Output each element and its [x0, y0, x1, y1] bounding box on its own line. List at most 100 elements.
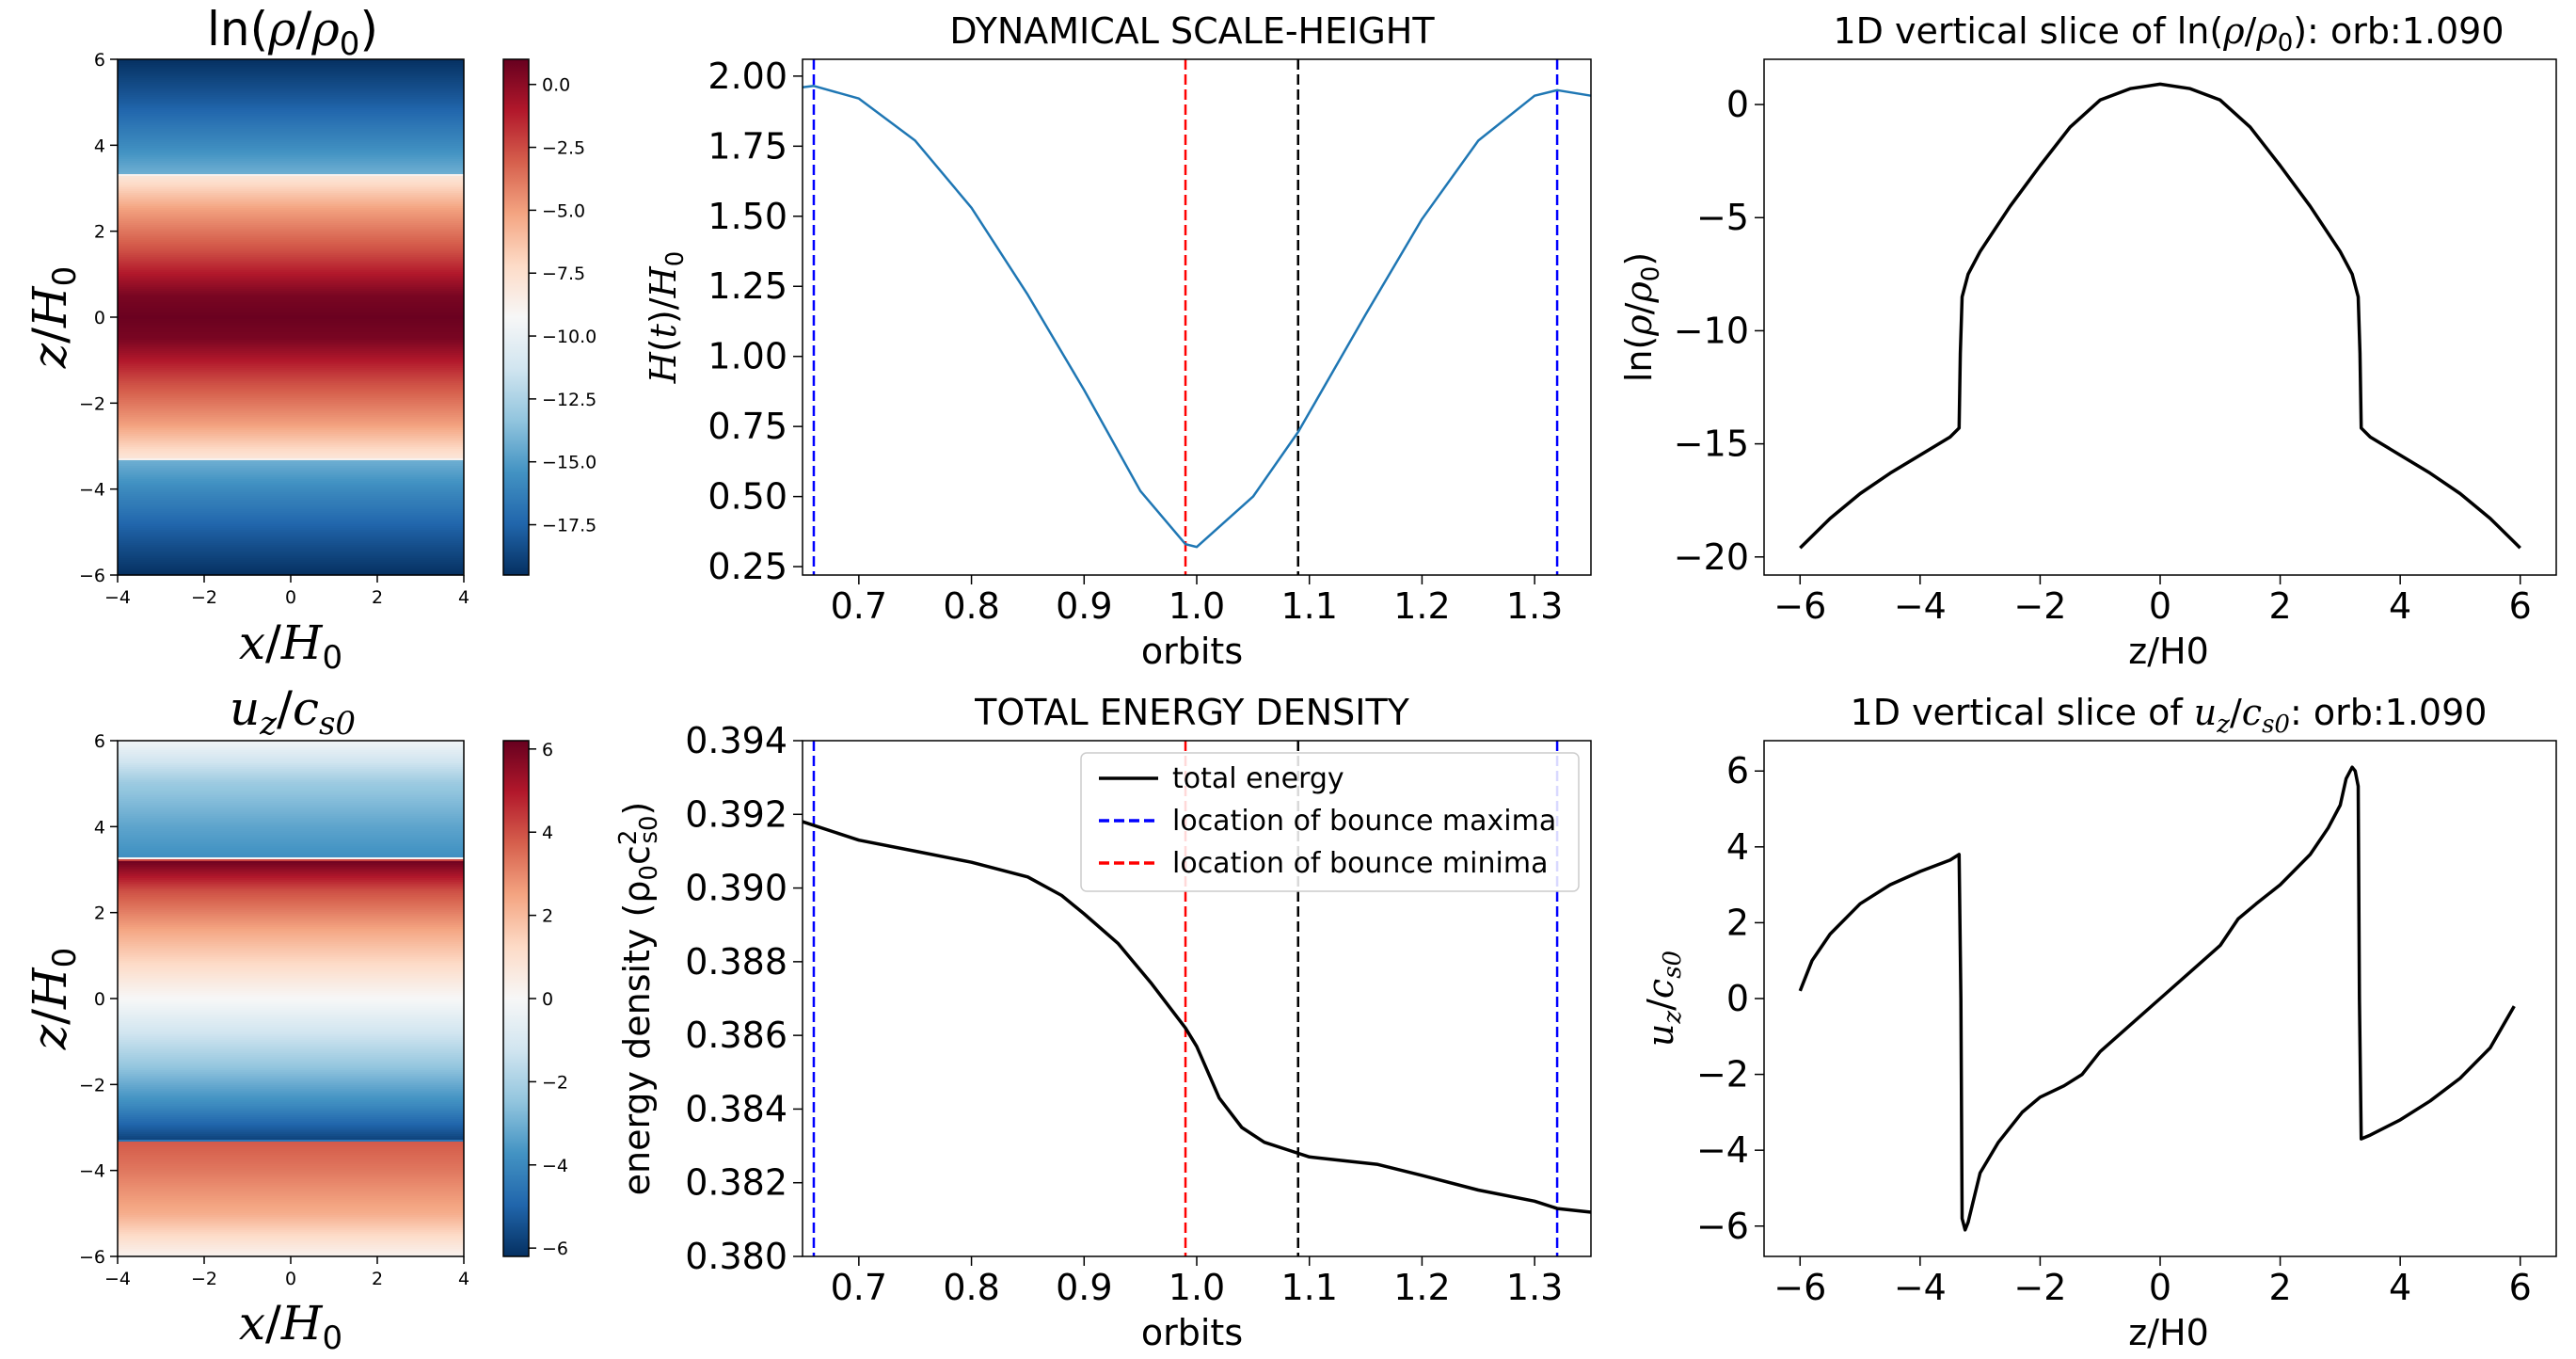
x-tick-label: −4 [1894, 1267, 1947, 1308]
heatmap-cell [118, 398, 464, 401]
heatmap-cell [118, 1251, 464, 1254]
heatmap-cell [118, 564, 464, 567]
heatmap-cell [118, 287, 464, 290]
heatmap-cell [118, 214, 464, 216]
heatmap-cell [118, 295, 464, 297]
heatmap-cell [118, 184, 464, 186]
series-line [1799, 82, 2521, 550]
heatmap-cell [118, 1192, 464, 1195]
heatmap-cell [118, 1074, 464, 1077]
heatmap-cell [118, 381, 464, 384]
heatmap-cell [118, 268, 464, 271]
heatmap-cell [118, 541, 464, 544]
heatmap-cell [118, 187, 464, 190]
heatmap-cell [118, 989, 464, 992]
heatmap-cell [118, 1121, 464, 1124]
heatmap-cell [118, 1168, 464, 1171]
heatmap-cell [118, 167, 464, 169]
heatmap-cell [118, 983, 464, 986]
heatmap-cell [118, 893, 464, 896]
heatmap-cell [118, 430, 464, 433]
colorbar-tick-label: −5.0 [542, 200, 585, 221]
density-slice-xlabel: z/H0 [2128, 631, 2209, 672]
heatmap-cell [118, 453, 464, 456]
heatmap-cell [118, 304, 464, 307]
heatmap-cell [118, 1249, 464, 1252]
heatmap-cell [118, 163, 464, 166]
heatmap-cell [118, 281, 464, 284]
heatmap-cell [118, 797, 464, 800]
heatmap-cell [118, 1138, 464, 1141]
heatmap-cell [118, 972, 464, 975]
heatmap-cell [118, 897, 464, 900]
heatmap-cell [118, 1096, 464, 1099]
heatmap-cell [118, 963, 464, 966]
heatmap-cell [118, 216, 464, 218]
heatmap-cell [118, 517, 464, 520]
y-tick-label: −10 [1674, 310, 1749, 351]
heatmap-cell [118, 116, 464, 119]
heatmap-cell [118, 447, 464, 450]
scale-height-ylabel: H(t)/H0 [643, 251, 690, 385]
x-tick-label: −4 [1894, 585, 1947, 627]
heatmap-cell [118, 423, 464, 425]
heatmap-cell [118, 1093, 464, 1095]
heatmap-cell [118, 185, 464, 188]
heatmap-cell [118, 748, 464, 751]
heatmap-cell [118, 793, 464, 796]
heatmap-cell [118, 743, 464, 745]
heatmap-cell [118, 1175, 464, 1178]
heatmap-cell [118, 568, 464, 570]
heatmap-cell [118, 520, 464, 523]
heatmap-cell [118, 505, 464, 508]
heatmap-cell [118, 415, 464, 418]
heatmap-cell [118, 1012, 464, 1015]
heatmap-cell [118, 195, 464, 198]
velocity-map-colorbar-ticks: 6 4 2 0 −2 −4 −6 [529, 740, 568, 1259]
heatmap-cell [118, 259, 464, 262]
heatmap-cell [118, 1000, 464, 1003]
heatmap-cell [118, 161, 464, 164]
heatmap-cell [118, 440, 464, 442]
heatmap-cell [118, 519, 464, 521]
heatmap-cell [118, 236, 464, 239]
heatmap-cell [118, 855, 464, 858]
heatmap-cell [118, 1228, 464, 1231]
heatmap-cell [118, 1132, 464, 1135]
heatmap-cell [118, 434, 464, 437]
x-tick-label: 1.1 [1280, 585, 1337, 627]
legend-label: location of bounce minima [1172, 847, 1548, 880]
heatmap-cell [118, 159, 464, 162]
heatmap-cell [118, 240, 464, 243]
energy-ylabel: energy density (ρ0c2s0) [614, 802, 663, 1196]
x-tick-label: 1.2 [1393, 1267, 1450, 1308]
y-tick-label: 0.386 [685, 1015, 787, 1056]
heatmap-cell [118, 1187, 464, 1190]
heatmap-cell [118, 556, 464, 559]
heatmap-cell [118, 1243, 464, 1246]
heatmap-cell [118, 1221, 464, 1223]
heatmap-cell [118, 475, 464, 478]
heatmap-cell [118, 1063, 464, 1065]
x-tick-label: 4 [2389, 585, 2411, 627]
heatmap-cell [118, 97, 464, 100]
heatmap-cell [118, 424, 464, 427]
heatmap-cell [118, 750, 464, 753]
heatmap-cell [118, 536, 464, 538]
heatmap-cell [118, 293, 464, 296]
heatmap-cell [118, 1223, 464, 1225]
heatmap-cell [118, 1160, 464, 1163]
heatmap-cell [118, 219, 464, 222]
x-tick-label: 6 [2509, 1267, 2532, 1308]
heatmap-cell [118, 1061, 464, 1063]
heatmap-cell [118, 244, 464, 247]
heatmap-cell [118, 400, 464, 403]
heatmap-cell [118, 417, 464, 420]
heatmap-cell [118, 408, 464, 410]
heatmap-cell [118, 91, 464, 94]
heatmap-cell [118, 1111, 464, 1114]
heatmap-cell [118, 1106, 464, 1109]
heatmap-cell [118, 507, 464, 510]
x-tick-label: 1.3 [1506, 585, 1563, 627]
